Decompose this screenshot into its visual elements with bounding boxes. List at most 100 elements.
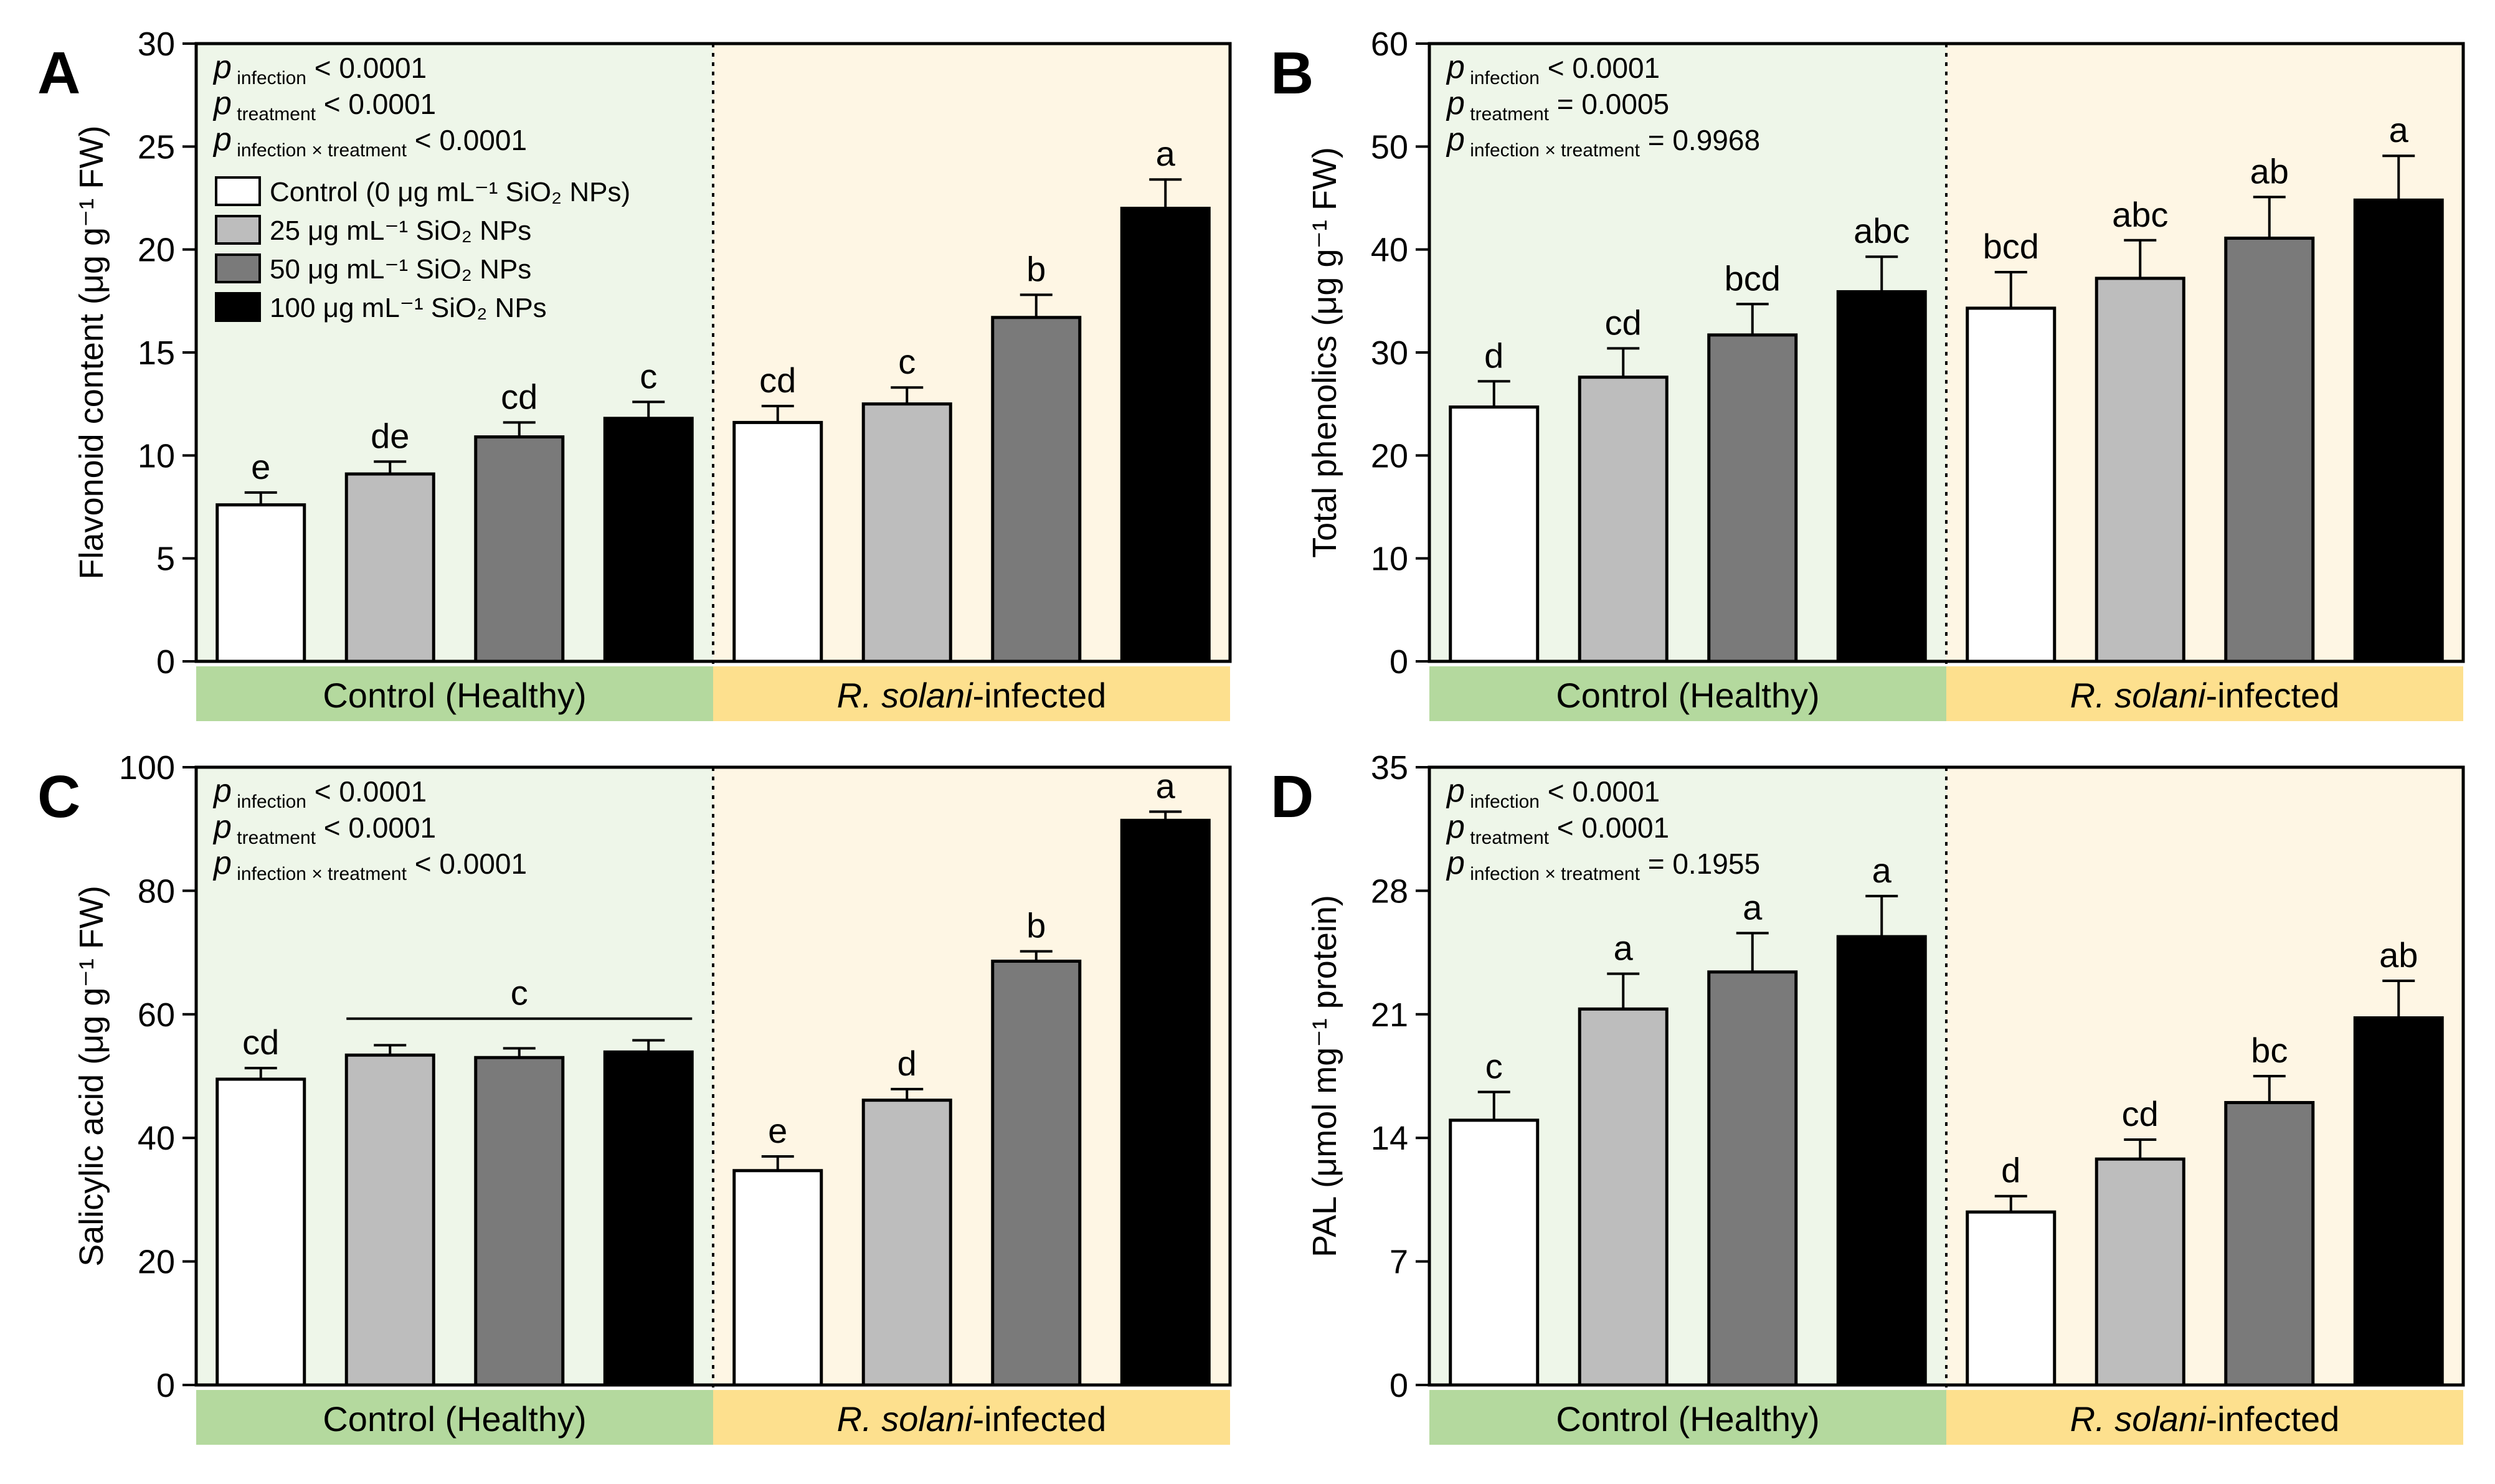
significance-letter: c	[1485, 1047, 1503, 1086]
y-tick-label: 40	[1371, 232, 1408, 269]
stat-value: < 0.0001	[316, 88, 436, 120]
panel-letter: C	[37, 763, 80, 830]
y-tick-label: 0	[156, 1367, 175, 1404]
legend-label: 25 μg mL⁻¹ SiO₂ NPs	[270, 215, 531, 246]
panel-C: Control (Healthy) R. solani-infected 0 20 40…	[37, 749, 1232, 1447]
stat-line: p infection × treatment = 0.9968	[1446, 121, 1760, 161]
stat-value: = 0.1955	[1640, 848, 1760, 880]
healthy-band	[196, 666, 713, 721]
bar	[1836, 290, 1927, 663]
y-tick-label: 30	[138, 26, 175, 63]
y-tick-label: 25	[138, 128, 175, 166]
significance-letter: c	[511, 973, 528, 1013]
stat-value: = 0.9968	[1640, 124, 1760, 156]
stat-line: p treatment = 0.0005	[1446, 85, 1669, 125]
y-tick-label: 40	[138, 1120, 175, 1157]
bar	[1449, 1118, 1540, 1387]
bar	[2095, 276, 2185, 663]
significance-letter: bcd	[1983, 227, 2039, 266]
stat-value: < 0.0001	[316, 811, 436, 844]
group-label-healthy: Control (Healthy)	[323, 676, 586, 715]
legend-label: 100 μg mL⁻¹ SiO₂ NPs	[270, 293, 547, 323]
panel-letter: A	[37, 40, 80, 106]
group-label-italic: R. solani	[2070, 1399, 2207, 1439]
significance-letter: bc	[2251, 1031, 2288, 1070]
panel-letter: D	[1271, 763, 1314, 830]
stat-subscript: infection	[232, 68, 306, 88]
infected-band	[1946, 666, 2463, 721]
significance-letter: cd	[242, 1023, 279, 1062]
bar	[1120, 207, 1211, 663]
significance-letter: cd	[1605, 303, 1642, 342]
infected-band	[713, 666, 1230, 721]
y-tick-label: 20	[1371, 437, 1408, 475]
bar	[474, 435, 565, 663]
y-tick-label: 0	[1390, 643, 1408, 681]
stat-value: < 0.0001	[306, 52, 427, 84]
bar	[1707, 333, 1798, 663]
bar	[1836, 935, 1927, 1387]
bar	[1578, 1007, 1669, 1387]
stat-line: p infection × treatment = 0.1955	[1446, 845, 1760, 884]
y-axis-label: Total phenolics (μg g⁻¹ FW)	[1306, 147, 1343, 558]
significance-letter: d	[1484, 336, 1503, 375]
group-label-italic: R. solani	[2070, 676, 2207, 715]
stat-subscript: treatment	[1465, 828, 1550, 848]
panel-D: Control (Healthy) R. solani-infected 0 7 14 2…	[1271, 749, 2465, 1447]
legend-swatch	[215, 215, 261, 245]
group-label-rest: -infected	[973, 676, 1107, 715]
legend-swatch	[215, 176, 261, 206]
group-label-infected: R. solani-infected	[837, 676, 1107, 715]
stat-line: p infection < 0.0001	[212, 49, 427, 88]
bar	[1120, 818, 1211, 1387]
stat-value: < 0.0001	[1549, 811, 1669, 844]
bar	[861, 1099, 952, 1387]
significance-letter: ab	[2379, 935, 2418, 975]
y-tick-label: 5	[156, 541, 175, 578]
stat-line: p treatment < 0.0001	[1446, 809, 1669, 848]
stat-p: p	[212, 121, 232, 158]
stat-line: p infection × treatment < 0.0001	[212, 845, 527, 884]
significance-letter: d	[897, 1044, 917, 1083]
healthy-band	[1429, 1390, 1946, 1445]
significance-letter: d	[2001, 1151, 2020, 1190]
y-tick-label: 60	[1371, 26, 1408, 63]
y-tick-label: 50	[1371, 128, 1408, 166]
significance-letter: a	[1614, 929, 1634, 968]
significance-letter: cd	[759, 361, 796, 400]
stat-p: p	[1446, 773, 1465, 809]
significance-letter: a	[2389, 110, 2409, 149]
significance-letter: e	[251, 447, 270, 486]
significance-letter: c	[898, 342, 916, 381]
significance-letter: e	[768, 1111, 787, 1150]
stat-line: p infection < 0.0001	[1446, 773, 1660, 812]
stat-value: < 0.0001	[306, 775, 427, 808]
bar	[732, 1169, 823, 1387]
stat-p: p	[1446, 85, 1465, 121]
stat-subscript: infection × treatment	[1465, 864, 1640, 884]
stat-value: < 0.0001	[1540, 775, 1660, 808]
bar	[991, 316, 1082, 663]
significance-letter: abc	[1853, 211, 1910, 250]
legend-swatch	[215, 253, 261, 283]
bar	[1966, 1210, 2057, 1387]
group-label-rest: -infected	[973, 1399, 1107, 1439]
y-tick-label: 20	[138, 1244, 175, 1281]
y-axis-label: Flavonoid content (μg g⁻¹ FW)	[73, 126, 110, 580]
bar	[603, 417, 694, 663]
stat-value: < 0.0001	[407, 124, 527, 156]
plot-frame	[1427, 765, 2465, 1387]
significance-letter: a	[1743, 887, 1763, 927]
y-tick-label: 30	[1371, 334, 1408, 372]
bar	[2095, 1157, 2185, 1387]
y-tick-label: 0	[156, 643, 175, 681]
stat-value: < 0.0001	[1540, 52, 1660, 84]
significance-letter: cd	[2122, 1094, 2159, 1133]
significance-letter: de	[371, 416, 409, 455]
y-tick-label: 100	[119, 749, 175, 787]
significance-letter: b	[1026, 906, 1046, 945]
stat-p: p	[212, 85, 232, 121]
stat-subscript: treatment	[232, 828, 316, 848]
significance-letter: a	[1156, 134, 1176, 173]
